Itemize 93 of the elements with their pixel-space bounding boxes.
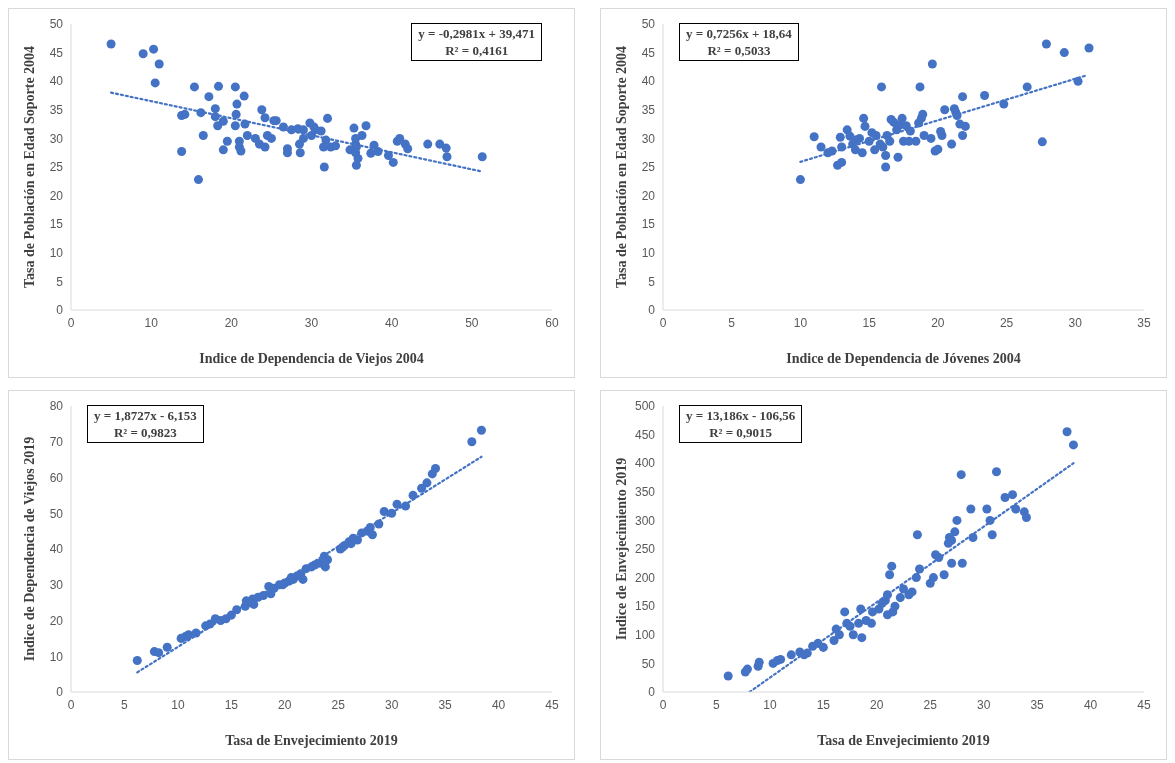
y-tick-label: 30 [49, 578, 64, 593]
x-tick-label: 25 [923, 697, 938, 712]
x-tick-label: 10 [763, 697, 777, 712]
x-tick-label: 20 [870, 697, 884, 712]
x-tick-label: 30 [384, 697, 399, 712]
y-tick-label: 25 [641, 160, 656, 175]
x-tick-label: 10 [144, 315, 159, 330]
y-tick-label: 50 [641, 656, 656, 671]
annotation: y = 0,7256x + 18,64 [686, 25, 792, 42]
x-tick-label: 40 [491, 697, 506, 712]
y-tick-label: 20 [641, 188, 656, 203]
annotation: y = -0,2981x + 39,471 [418, 25, 535, 42]
x-tick-label: 45 [1137, 697, 1151, 712]
x-axis-title: Tasa de Envejecimiento 2019 [817, 733, 990, 748]
y-tick-label: 5 [56, 274, 64, 289]
y-tick-label: 20 [49, 613, 64, 628]
x-tick-label: 40 [1083, 697, 1098, 712]
x-tick-label: 20 [224, 315, 239, 330]
y-tick-label: 50 [49, 506, 64, 521]
x-axis-title: Indice de Dependencia de Jóvenes 2004 [786, 351, 1021, 366]
x-tick-label: 35 [1030, 697, 1045, 712]
x-tick-label: 10 [171, 697, 185, 712]
x-axis-title: Tasa de Envejecimiento 2019 [225, 733, 398, 748]
y-tick-label: 0 [56, 685, 64, 700]
y-tick-label: 50 [641, 17, 656, 32]
x-tick-label: 50 [465, 315, 479, 330]
y-tick-label: 0 [56, 303, 64, 318]
x-tick-label: 25 [999, 315, 1014, 330]
y-tick-label: 30 [641, 131, 656, 146]
x-tick-label: 30 [304, 315, 319, 330]
y-tick-label: 15 [641, 217, 656, 232]
annotation: y = 13,186x - 106,56 [686, 407, 796, 424]
y-tick-label: 60 [49, 470, 64, 485]
x-tick-label: 0 [659, 315, 667, 330]
y-tick-label: 30 [49, 131, 64, 146]
y-tick-label: 500 [634, 399, 656, 414]
y-axis-title: Indice de Dependencia de Viejos 2019 [21, 436, 37, 662]
annotation: R² = 0,5033 [706, 42, 772, 59]
x-tick-label: 45 [545, 697, 559, 712]
y-tick-label: 0 [648, 685, 656, 700]
x-tick-label: 20 [931, 315, 945, 330]
y-tick-label: 450 [634, 427, 656, 442]
x-tick-label: 0 [67, 315, 75, 330]
x-tick-label: 0 [67, 697, 75, 712]
annotation: R² = 0,9015 [708, 424, 774, 441]
y-tick-label: 5 [648, 274, 656, 289]
x-tick-label: 5 [121, 697, 129, 712]
y-tick-label: 25 [49, 160, 64, 175]
x-tick-label: 30 [976, 697, 991, 712]
y-tick-label: 100 [634, 628, 656, 643]
y-tick-label: 250 [634, 542, 656, 557]
annotation: y = 1,8727x - 6,153 [94, 407, 197, 424]
x-tick-label: 5 [713, 697, 721, 712]
y-axis-title: Tasa de Población en Edad Soporte 2004 [21, 45, 37, 289]
y-tick-label: 10 [641, 246, 656, 261]
y-tick-label: 0 [648, 303, 656, 318]
x-tick-label: 5 [728, 315, 736, 330]
y-axis-title: Indice de Envejecimiento 2019 [613, 457, 629, 641]
y-tick-label: 40 [49, 542, 64, 557]
y-axis-title: Tasa de Población en Edad Soporte 2004 [613, 45, 629, 289]
y-tick-label: 10 [49, 649, 64, 664]
x-tick-label: 20 [278, 697, 292, 712]
x-tick-label: 40 [384, 315, 399, 330]
x-tick-label: 15 [862, 315, 877, 330]
x-tick-label: 60 [545, 315, 559, 330]
y-tick-label: 300 [634, 513, 656, 528]
y-tick-label: 50 [49, 17, 64, 32]
y-tick-label: 70 [49, 435, 64, 450]
x-tick-label: 25 [331, 697, 346, 712]
annotation: R² = 0,9823 [112, 424, 178, 441]
y-tick-label: 40 [641, 74, 656, 89]
x-tick-label: 35 [1137, 315, 1151, 330]
y-tick-label: 400 [634, 456, 656, 471]
y-tick-label: 150 [634, 599, 656, 614]
y-tick-label: 15 [49, 217, 64, 232]
x-tick-label: 30 [1068, 315, 1083, 330]
y-tick-label: 80 [49, 399, 64, 414]
x-tick-label: 15 [816, 697, 831, 712]
x-tick-label: 0 [659, 697, 667, 712]
y-tick-label: 10 [49, 246, 64, 261]
y-tick-label: 350 [634, 485, 656, 500]
x-tick-label: 35 [438, 697, 453, 712]
x-tick-label: 10 [793, 315, 808, 330]
x-axis-title: Indice de Dependencia de Viejos 2004 [199, 351, 424, 366]
y-tick-label: 20 [49, 188, 64, 203]
y-tick-label: 45 [49, 45, 64, 60]
y-tick-label: 35 [49, 103, 64, 118]
annotation: R² = 0,4161 [444, 42, 510, 59]
y-tick-label: 35 [641, 103, 656, 118]
y-tick-label: 40 [49, 74, 64, 89]
x-tick-label: 15 [224, 697, 239, 712]
y-tick-label: 200 [634, 570, 656, 585]
y-tick-label: 45 [641, 45, 656, 60]
